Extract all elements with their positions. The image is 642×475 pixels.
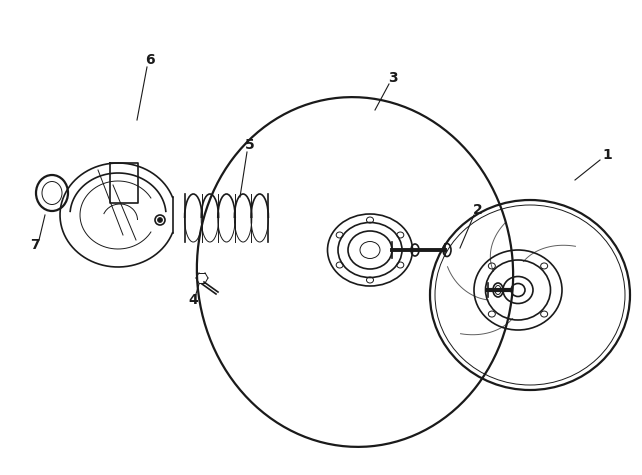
Text: 2: 2 bbox=[473, 203, 483, 217]
Text: 4: 4 bbox=[188, 293, 198, 307]
Text: 1: 1 bbox=[602, 148, 612, 162]
Text: 5: 5 bbox=[245, 138, 255, 152]
Text: 7: 7 bbox=[30, 238, 40, 252]
Circle shape bbox=[157, 218, 162, 222]
Text: 6: 6 bbox=[145, 53, 155, 67]
Text: 3: 3 bbox=[388, 71, 398, 85]
